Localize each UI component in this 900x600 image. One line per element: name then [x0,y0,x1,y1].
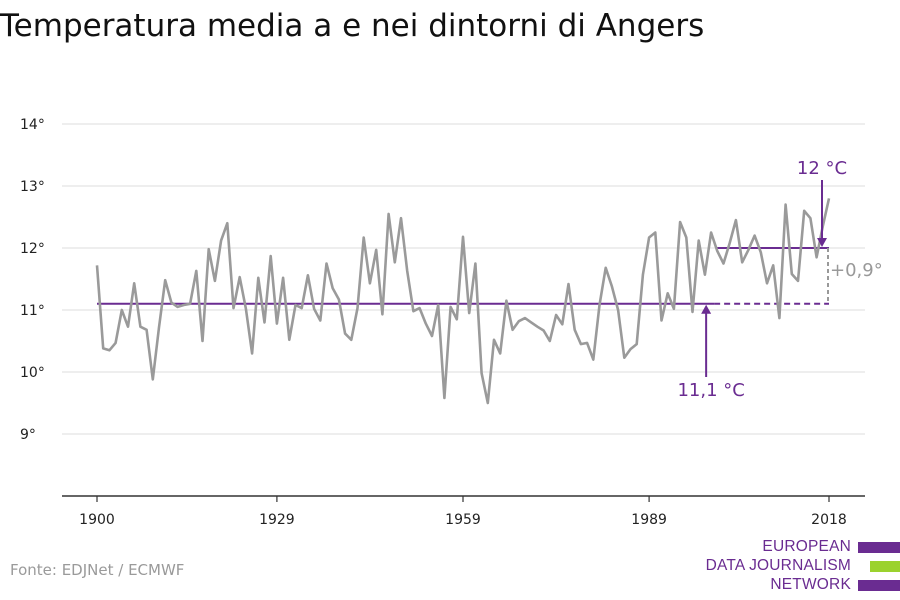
y-tick-label-10: 10° [20,365,45,381]
logo-bar-top [858,542,900,553]
y-tick-label-12: 12° [20,241,45,257]
temperature-series [95,198,831,405]
logo-line-2: DATA JOURNALISM [705,557,851,574]
x-tick-label-1959: 1959 [445,512,481,528]
y-tick-label-9: 9° [20,427,36,443]
x-tick-label-1900: 1900 [79,512,115,528]
logo-line-3: NETWORK [770,576,851,593]
recent-mean-label: 12 °C [797,158,847,179]
y-tick-label-14: 14° [20,117,45,133]
annotations: 12 °C 11,1 °C +0,9° [677,158,882,401]
recent-mean-arrow-head [817,238,827,247]
series-line-0 [95,198,831,405]
logo-line-1: EUROPEAN [762,538,851,555]
y-tick-label-13: 13° [20,179,45,195]
y-tick-label-11: 11° [20,303,45,319]
source-credit: Fonte: EDJNet / ECMWF [10,561,185,579]
reference-mean-arrow-head [701,304,712,314]
edjnet-logo: EUROPEAN DATA JOURNALISM NETWORK [700,538,900,598]
x-tick-label-1929: 1929 [259,512,295,528]
x-axis: 1900 1929 1959 1989 2018 [62,495,865,528]
x-tick-label-1989: 1989 [631,512,667,528]
chart-title: Temperatura media a e nei dintorni di An… [0,8,705,44]
logo-bar-bottom [858,580,900,591]
x-tick-label-2018: 2018 [811,512,847,528]
logo-bar-middle [870,561,900,572]
y-axis-tick-labels: 9° 10° 11° 12° 13° 14° [20,117,45,443]
reference-mean-label: 11,1 °C [677,380,744,401]
difference-label: +0,9° [830,260,883,281]
